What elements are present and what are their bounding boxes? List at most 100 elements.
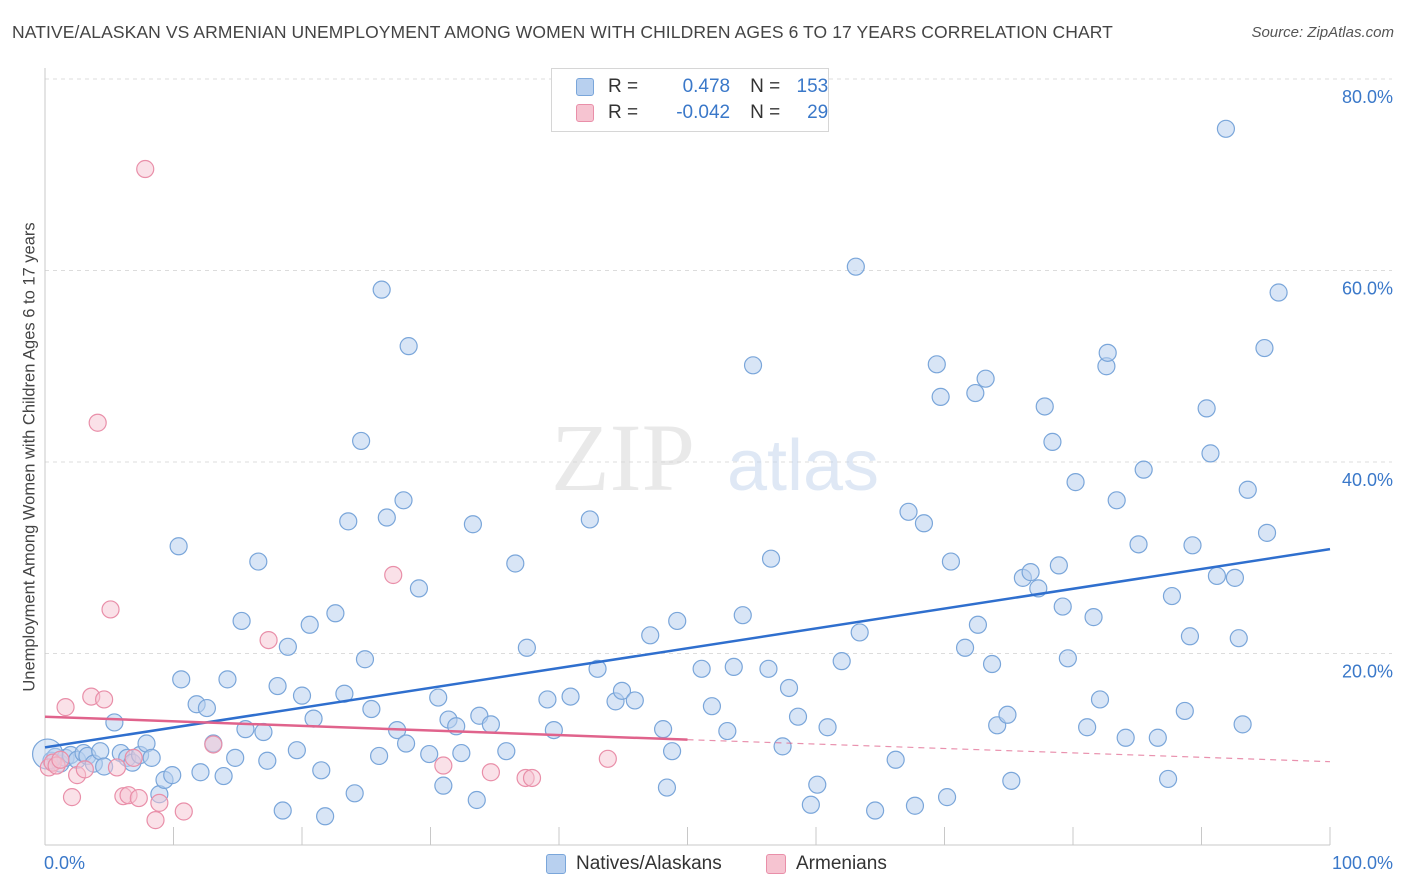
natives-trend-line bbox=[44, 547, 1331, 749]
armenians-point bbox=[204, 735, 223, 754]
natives-point bbox=[142, 748, 161, 767]
natives-point bbox=[300, 615, 319, 634]
natives-point bbox=[1269, 283, 1288, 302]
armenians-point bbox=[107, 758, 127, 777]
natives-point bbox=[886, 750, 905, 769]
natives-point bbox=[1175, 701, 1194, 721]
natives-point bbox=[197, 698, 217, 718]
armenians-point bbox=[136, 159, 155, 179]
trend-lines bbox=[44, 547, 1331, 763]
natives-point bbox=[273, 801, 292, 820]
legend-n-label: N = bbox=[750, 76, 781, 97]
natives-point bbox=[481, 715, 500, 734]
natives-point bbox=[1180, 627, 1200, 646]
legend-r-value: 0.478 bbox=[682, 76, 731, 97]
natives-point bbox=[91, 742, 110, 761]
natives-point bbox=[641, 626, 660, 645]
legend-r-label: R = bbox=[608, 76, 639, 97]
natives-point bbox=[927, 355, 946, 374]
natives-point bbox=[743, 356, 763, 375]
natives-point bbox=[955, 638, 975, 657]
y-axis-label: Unemployment Among Women with Children A… bbox=[20, 222, 39, 692]
natives-point bbox=[1162, 586, 1182, 606]
natives-point bbox=[657, 778, 677, 797]
natives-point bbox=[1229, 629, 1248, 648]
legend-armenians-label: Armenians bbox=[796, 853, 887, 874]
natives-point bbox=[191, 763, 210, 782]
natives-point bbox=[724, 657, 743, 677]
armenians-trend-line bbox=[44, 715, 688, 741]
natives-point bbox=[668, 611, 687, 631]
natives-point bbox=[355, 650, 375, 669]
armenians-point bbox=[174, 802, 193, 821]
natives-point bbox=[850, 623, 869, 642]
natives-point bbox=[1197, 399, 1216, 418]
natives-point bbox=[612, 681, 632, 700]
natives-point bbox=[998, 705, 1017, 724]
natives-point bbox=[1053, 597, 1072, 616]
natives-point bbox=[937, 788, 957, 807]
x-tick-label-max: 100.0% bbox=[1332, 853, 1393, 873]
natives-point bbox=[692, 659, 711, 678]
natives-swatch bbox=[576, 78, 594, 96]
stats-legend: R = 0.478 N = 153 R = -0.042 N = 29 bbox=[551, 68, 829, 132]
natives-point bbox=[1043, 432, 1062, 451]
natives-point bbox=[467, 790, 486, 810]
natives-point bbox=[1066, 473, 1085, 492]
legend-row-armenians: R = -0.042 N = 29 bbox=[576, 101, 828, 125]
natives-point bbox=[968, 615, 988, 634]
natives-point bbox=[1134, 460, 1153, 479]
natives-point bbox=[1002, 771, 1021, 790]
natives-point bbox=[226, 748, 245, 767]
natives-point bbox=[1098, 343, 1117, 362]
natives-point bbox=[452, 743, 471, 763]
natives-point bbox=[218, 670, 237, 689]
chart-title: NATIVE/ALASKAN VS ARMENIAN UNEMPLOYMENT … bbox=[12, 22, 1113, 42]
y-tick-label: 80.0% bbox=[1342, 87, 1393, 107]
natives-point bbox=[1238, 480, 1257, 499]
natives-point bbox=[773, 737, 792, 756]
natives-point bbox=[517, 638, 536, 657]
armenians-point bbox=[56, 698, 75, 717]
natives-point bbox=[1078, 718, 1097, 737]
natives-point bbox=[1201, 444, 1220, 463]
legend-armenians[interactable]: Armenians bbox=[766, 851, 887, 877]
legend-row-natives: R = 0.478 N = 153 bbox=[576, 75, 828, 99]
natives-point bbox=[268, 676, 287, 696]
legend-r-value: -0.042 bbox=[676, 102, 731, 123]
natives-point bbox=[249, 552, 268, 571]
armenians-point bbox=[146, 811, 165, 830]
armenians-point bbox=[129, 788, 148, 808]
natives-point bbox=[662, 742, 682, 761]
armenians-point bbox=[434, 756, 453, 775]
natives-point bbox=[759, 659, 778, 678]
axes bbox=[44, 68, 1331, 846]
natives-point bbox=[1107, 491, 1126, 510]
natives-point bbox=[399, 337, 418, 356]
natives-point bbox=[625, 691, 644, 710]
natives-point bbox=[1216, 119, 1236, 138]
natives-point bbox=[905, 796, 925, 815]
natives-point bbox=[1225, 568, 1245, 587]
natives-point bbox=[1183, 536, 1202, 555]
legend-natives[interactable]: Natives/Alaskans bbox=[546, 851, 722, 877]
natives-point bbox=[1233, 715, 1252, 734]
natives-point bbox=[172, 670, 191, 689]
tick-labels: 20.0% 40.0% 60.0% 80.0% 0.0% 100.0% bbox=[44, 87, 1393, 873]
natives-point bbox=[580, 510, 599, 529]
legend-n-value: 153 bbox=[796, 76, 829, 97]
natives-legend-swatch bbox=[546, 854, 566, 874]
legend-r-label: R = bbox=[608, 102, 639, 123]
natives-point bbox=[372, 280, 391, 299]
natives-point bbox=[1035, 397, 1054, 416]
natives-point bbox=[1084, 608, 1103, 627]
gridlines bbox=[45, 78, 1392, 654]
natives-point bbox=[1021, 563, 1040, 582]
y-tick-label: 20.0% bbox=[1342, 662, 1393, 682]
legend-n-label: N = bbox=[750, 102, 781, 123]
natives-point bbox=[1148, 728, 1167, 747]
natives-point bbox=[214, 766, 233, 786]
natives-point bbox=[702, 697, 722, 716]
natives-point bbox=[761, 549, 781, 568]
